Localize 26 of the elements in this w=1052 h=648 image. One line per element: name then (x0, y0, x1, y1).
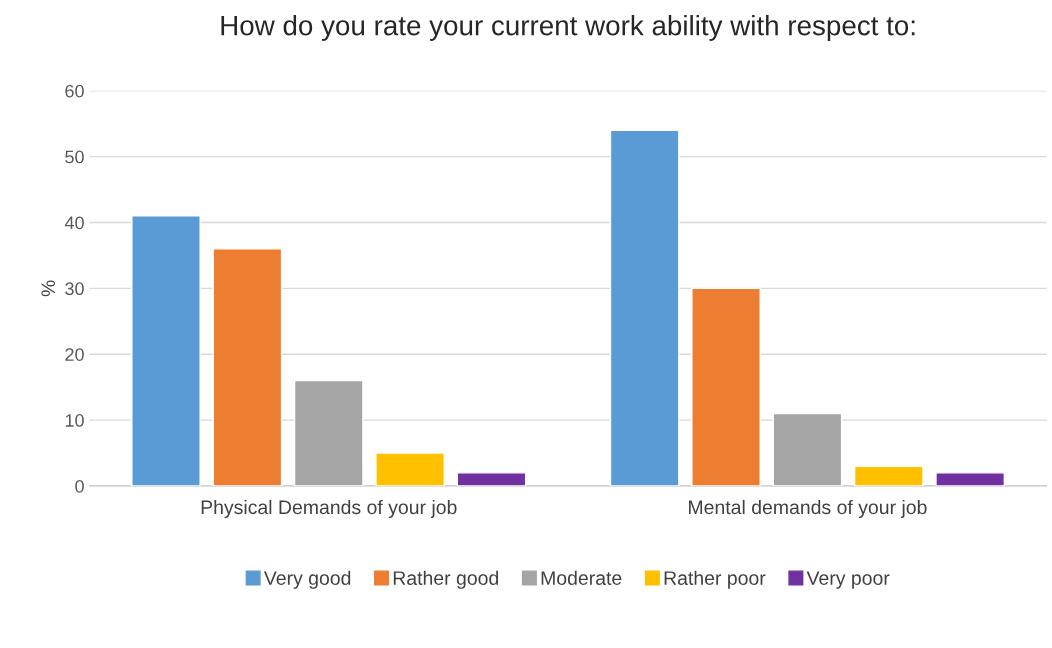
legend-label: Rather good (393, 570, 499, 589)
bar (212, 248, 283, 486)
y-axis-title: % (41, 280, 55, 297)
bar (456, 472, 527, 486)
bar (772, 412, 843, 486)
y-tick-label: 40 (64, 216, 84, 230)
bar (935, 472, 1006, 486)
y-tick-label: 20 (65, 348, 84, 361)
y-tick-label: 50 (65, 150, 84, 164)
x-tick-label: Physical Demands of your job (201, 499, 457, 519)
bar (853, 465, 924, 486)
bar (375, 452, 445, 486)
y-tick-label: 60 (65, 84, 84, 98)
chart-title: How do you rate your current work ability with respect to: (221, 15, 915, 41)
legend-label: Moderate (541, 570, 622, 585)
bar (293, 379, 364, 486)
y-tick-label: 0 (75, 479, 84, 493)
y-tick-label: 10 (65, 414, 84, 427)
legend-label: Very poor (806, 571, 890, 589)
bar (691, 287, 761, 486)
y-tick-label: 30 (65, 282, 84, 296)
legend-label: Very good (263, 570, 351, 589)
bar (609, 129, 680, 486)
legend-label: Rather poor (664, 570, 766, 589)
bar (131, 215, 201, 486)
x-tick-label: Mental demands of your job (689, 499, 927, 519)
